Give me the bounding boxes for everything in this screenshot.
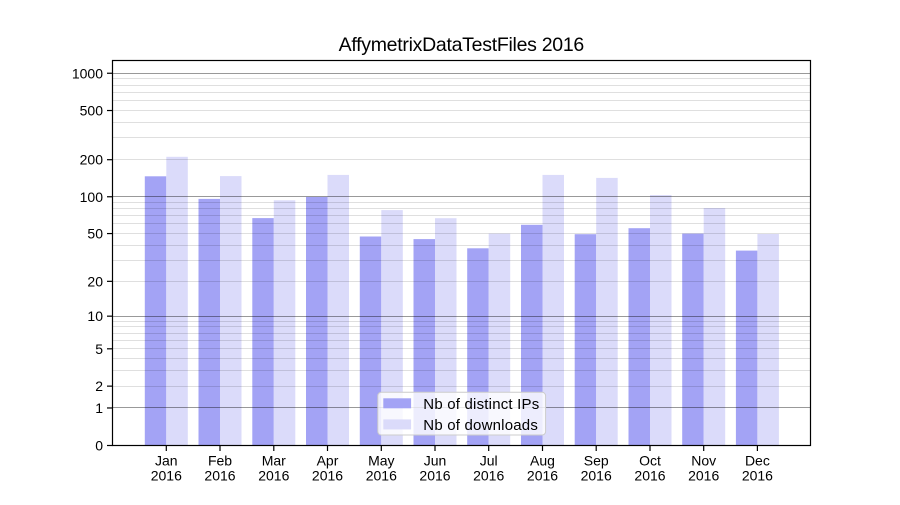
- svg-text:20: 20: [87, 273, 103, 289]
- svg-text:1000: 1000: [72, 65, 103, 81]
- svg-text:2: 2: [95, 378, 103, 394]
- svg-text:Apr: Apr: [317, 453, 339, 469]
- svg-text:5: 5: [95, 341, 103, 357]
- svg-text:2016: 2016: [527, 468, 558, 484]
- svg-text:10: 10: [87, 308, 103, 324]
- svg-text:Sep: Sep: [584, 453, 609, 469]
- svg-text:Jun: Jun: [424, 453, 447, 469]
- svg-text:Nov: Nov: [691, 453, 716, 469]
- svg-text:2016: 2016: [634, 468, 665, 484]
- svg-text:200: 200: [80, 152, 104, 168]
- svg-text:Aug: Aug: [530, 453, 555, 469]
- svg-text:2016: 2016: [581, 468, 612, 484]
- svg-text:AffymetrixDataTestFiles 2016: AffymetrixDataTestFiles 2016: [339, 34, 584, 56]
- svg-text:Dec: Dec: [745, 453, 770, 469]
- svg-text:2016: 2016: [366, 468, 397, 484]
- svg-text:Mar: Mar: [262, 453, 286, 469]
- svg-text:Nb of downloads: Nb of downloads: [423, 417, 538, 434]
- svg-text:Oct: Oct: [639, 453, 661, 469]
- svg-text:2016: 2016: [742, 468, 773, 484]
- svg-text:2016: 2016: [151, 468, 182, 484]
- svg-text:500: 500: [80, 103, 104, 119]
- svg-text:Jan: Jan: [155, 453, 178, 469]
- svg-text:2016: 2016: [473, 468, 504, 484]
- svg-text:2016: 2016: [419, 468, 450, 484]
- svg-text:Nb of distinct IPs: Nb of distinct IPs: [423, 396, 539, 413]
- svg-text:100: 100: [80, 189, 104, 205]
- svg-text:2016: 2016: [688, 468, 719, 484]
- svg-text:2016: 2016: [204, 468, 235, 484]
- svg-text:May: May: [368, 453, 394, 469]
- svg-text:2016: 2016: [258, 468, 289, 484]
- svg-text:50: 50: [87, 226, 103, 242]
- svg-text:Feb: Feb: [208, 453, 232, 469]
- svg-text:2016: 2016: [312, 468, 343, 484]
- svg-text:1: 1: [95, 400, 103, 416]
- svg-text:Jul: Jul: [480, 453, 498, 469]
- svg-text:0: 0: [95, 438, 103, 454]
